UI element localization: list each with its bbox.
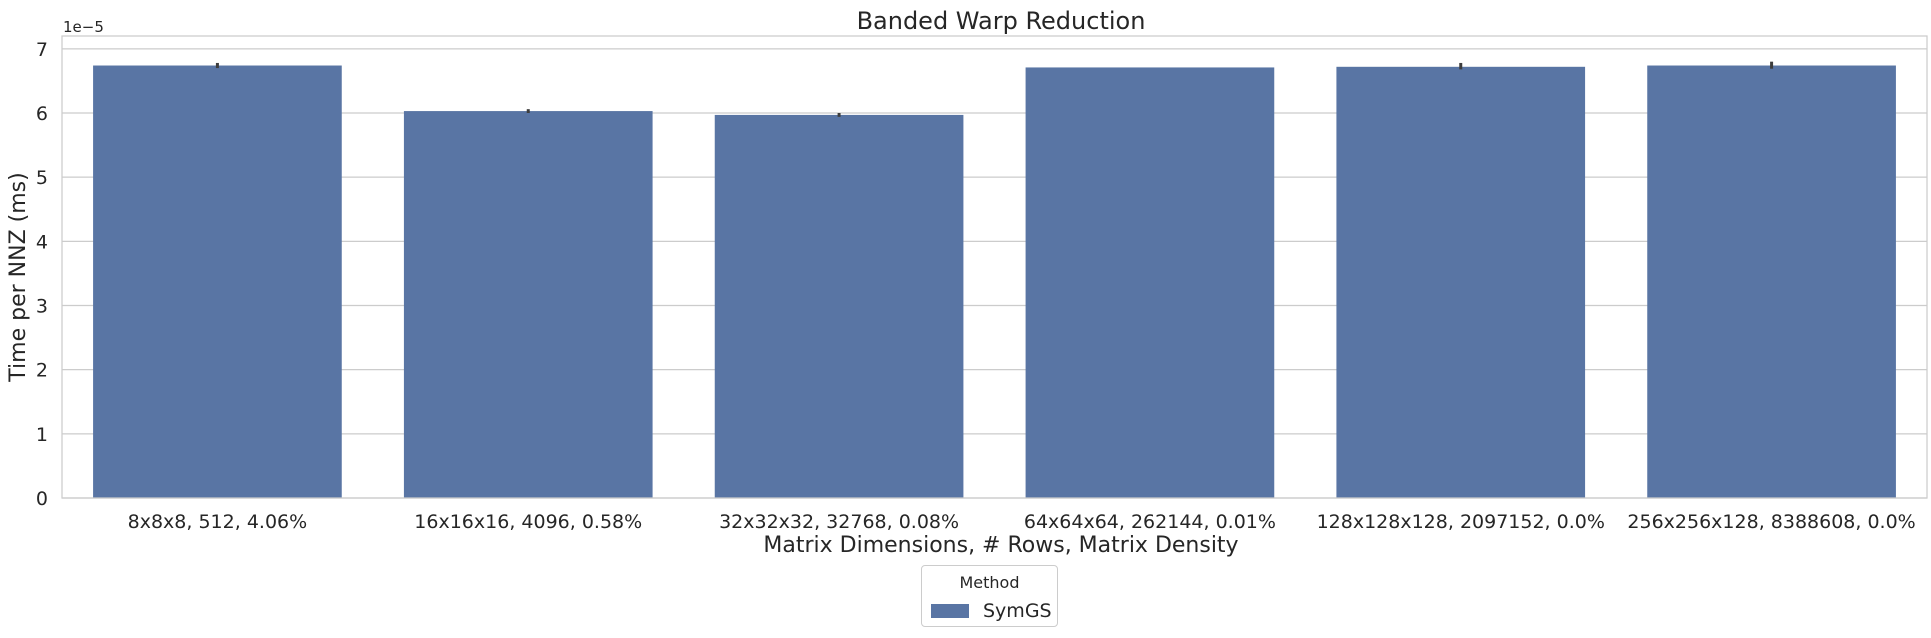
y-tick-label: 0 [36, 488, 48, 510]
error-bars-group [215, 61, 1774, 117]
x-tick-label: 128x128x128, 2097152, 0.0% [1317, 511, 1605, 533]
bar [714, 114, 964, 499]
legend-item-symgs: SymGS [931, 600, 1052, 622]
legend-swatch [931, 604, 969, 618]
x-tick-labels: 8x8x8, 512, 4.06% 16x16x16, 4096, 0.58% 32… [128, 511, 1916, 533]
y-axis-offset-label: 1e−5 [63, 18, 104, 36]
bars-group [93, 65, 1896, 499]
bar [403, 111, 653, 498]
bar [1336, 66, 1586, 499]
y-tick-label: 2 [36, 360, 48, 382]
y-tick-label: 5 [36, 167, 48, 189]
chart-title: Banded Warp Reduction [857, 7, 1146, 35]
plot-frame [61, 35, 1928, 499]
y-axis-label: Time per NNZ (ms) [6, 172, 31, 382]
x-tick-label: 8x8x8, 512, 4.06% [128, 511, 308, 533]
y-tick-label: 1 [36, 424, 48, 446]
bar [1025, 67, 1275, 499]
bar [93, 65, 342, 499]
x-tick-label: 256x256x128, 8388608, 0.0% [1627, 511, 1915, 533]
x-axis-label: Matrix Dimensions, # Rows, Matrix Densit… [763, 533, 1238, 558]
y-tick-label: 3 [36, 296, 48, 318]
y-tick-labels: 0 1 2 3 4 5 6 7 [36, 39, 48, 510]
y-gridlines [62, 48, 1927, 499]
legend-title: Method [959, 573, 1020, 592]
x-tick-label: 32x32x32, 32768, 0.08% [719, 511, 959, 533]
legend: Method SymGS [921, 565, 1058, 627]
y-tick-label: 6 [36, 103, 48, 125]
legend-label: SymGS [983, 600, 1052, 622]
x-tick-label: 16x16x16, 4096, 0.58% [414, 511, 642, 533]
x-tick-label: 64x64x64, 262144, 0.01% [1024, 511, 1276, 533]
bar [1647, 65, 1896, 499]
y-tick-label: 4 [36, 231, 48, 253]
y-tick-label: 7 [36, 39, 48, 61]
